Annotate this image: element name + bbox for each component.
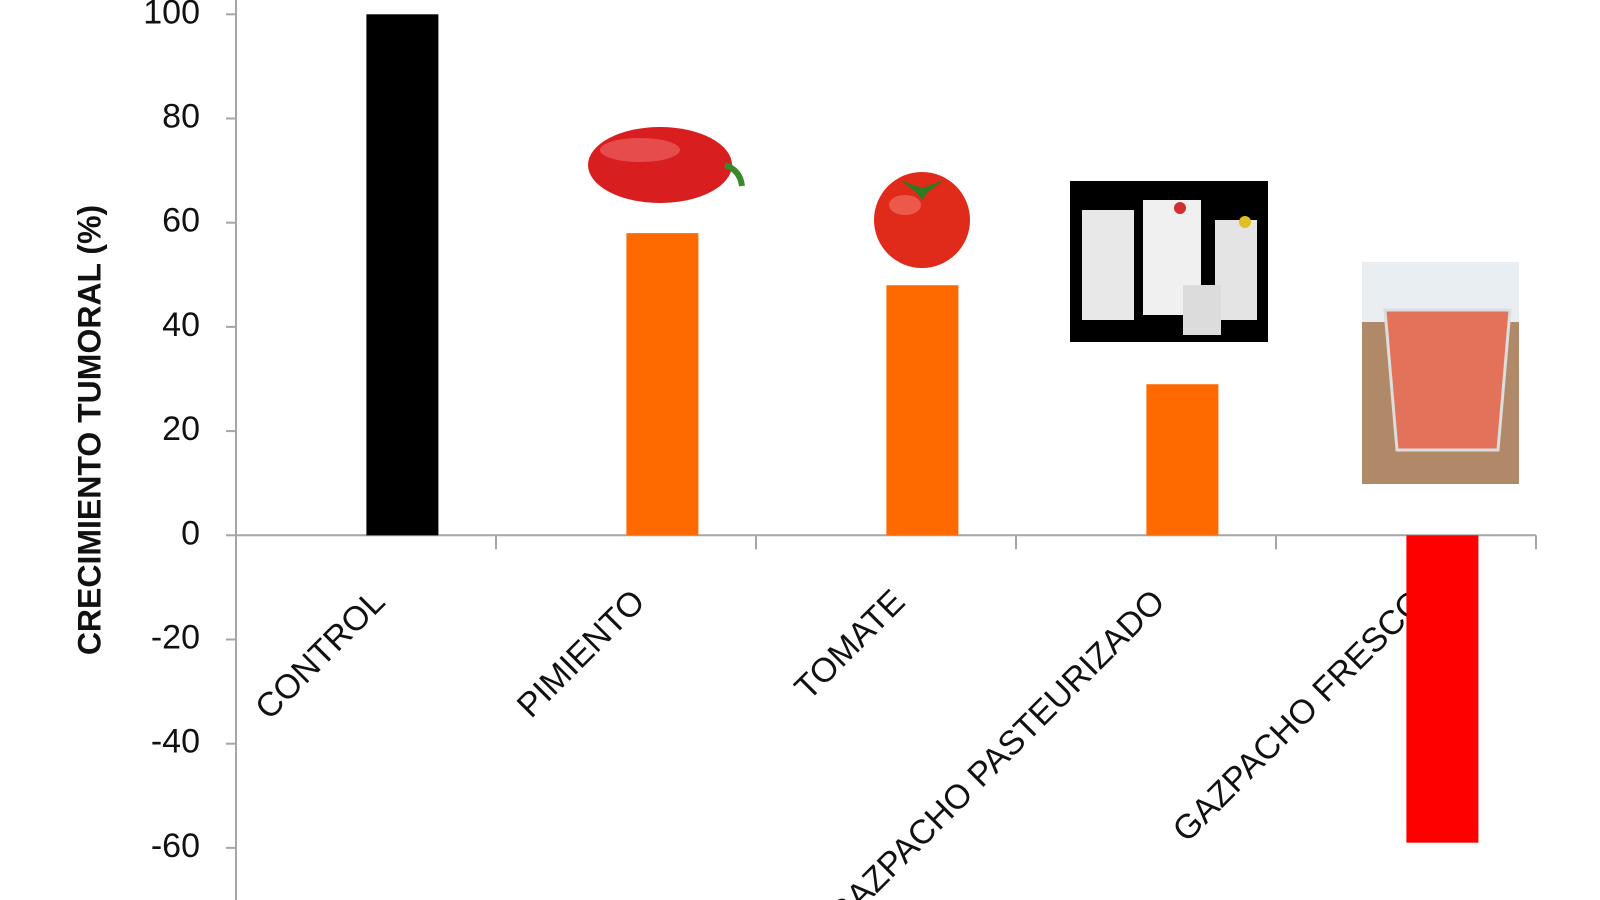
y-tick-label: 60 <box>162 202 200 240</box>
y-tick-label: -20 <box>151 618 200 656</box>
bar <box>1406 535 1479 843</box>
y-tick-label: 20 <box>162 410 200 448</box>
pepper-image <box>588 127 745 203</box>
glass-image <box>1362 262 1519 484</box>
bar <box>1146 384 1219 536</box>
x-tick-label: CONTROL <box>248 582 392 726</box>
x-tick-label: PIMIENTO <box>510 582 653 725</box>
x-tick-label: GAZPACHO FRESCO <box>1166 582 1433 849</box>
cartons-image <box>1070 181 1268 342</box>
y-tick-label: -60 <box>151 827 200 865</box>
illustrations <box>588 127 1519 484</box>
y-axis-label: CRECIMIENTO TUMORAL (%) <box>71 205 107 655</box>
y-tick-label: 40 <box>162 306 200 344</box>
tomato-image <box>874 172 970 268</box>
bar <box>886 285 959 536</box>
bar <box>366 14 439 536</box>
y-tick-label: 100 <box>143 0 200 31</box>
bar <box>626 233 699 536</box>
y-tick-label: 80 <box>162 97 200 135</box>
y-tick-label: 0 <box>181 514 200 552</box>
y-tick-label: -40 <box>151 723 200 761</box>
x-tick-label: TOMATE <box>788 582 913 707</box>
